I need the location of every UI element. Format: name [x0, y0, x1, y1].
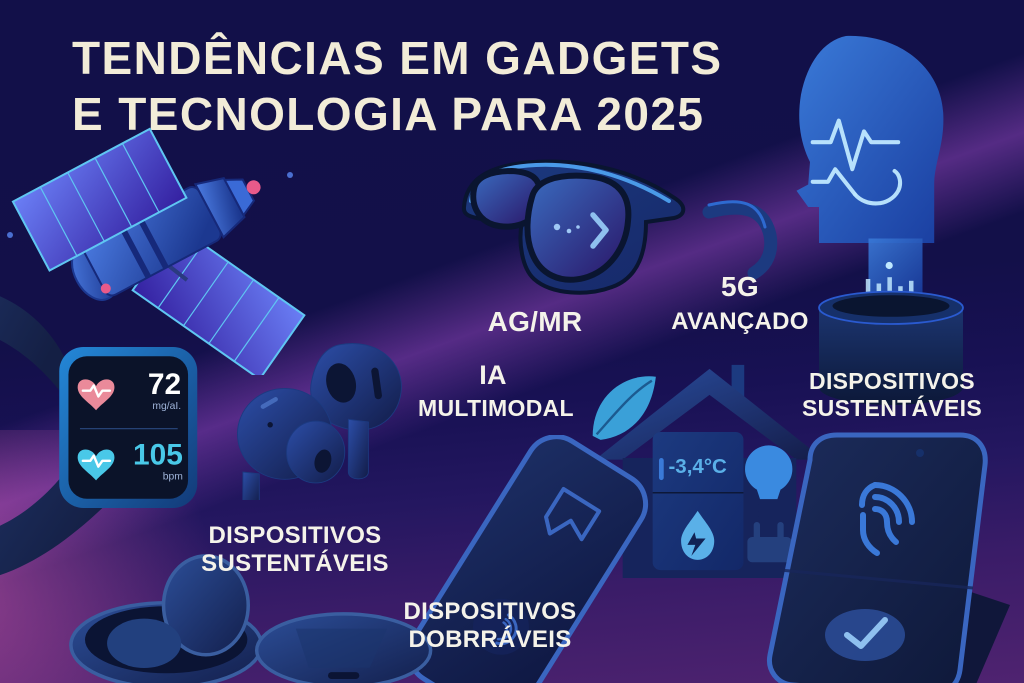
svg-text:mg/aI.: mg/aI. — [152, 401, 181, 412]
svg-text:-3,4°C: -3,4°C — [668, 455, 727, 478]
svg-text:105: 105 — [133, 438, 183, 471]
svg-text:72: 72 — [148, 368, 181, 401]
svg-text:bpm: bpm — [163, 471, 183, 482]
